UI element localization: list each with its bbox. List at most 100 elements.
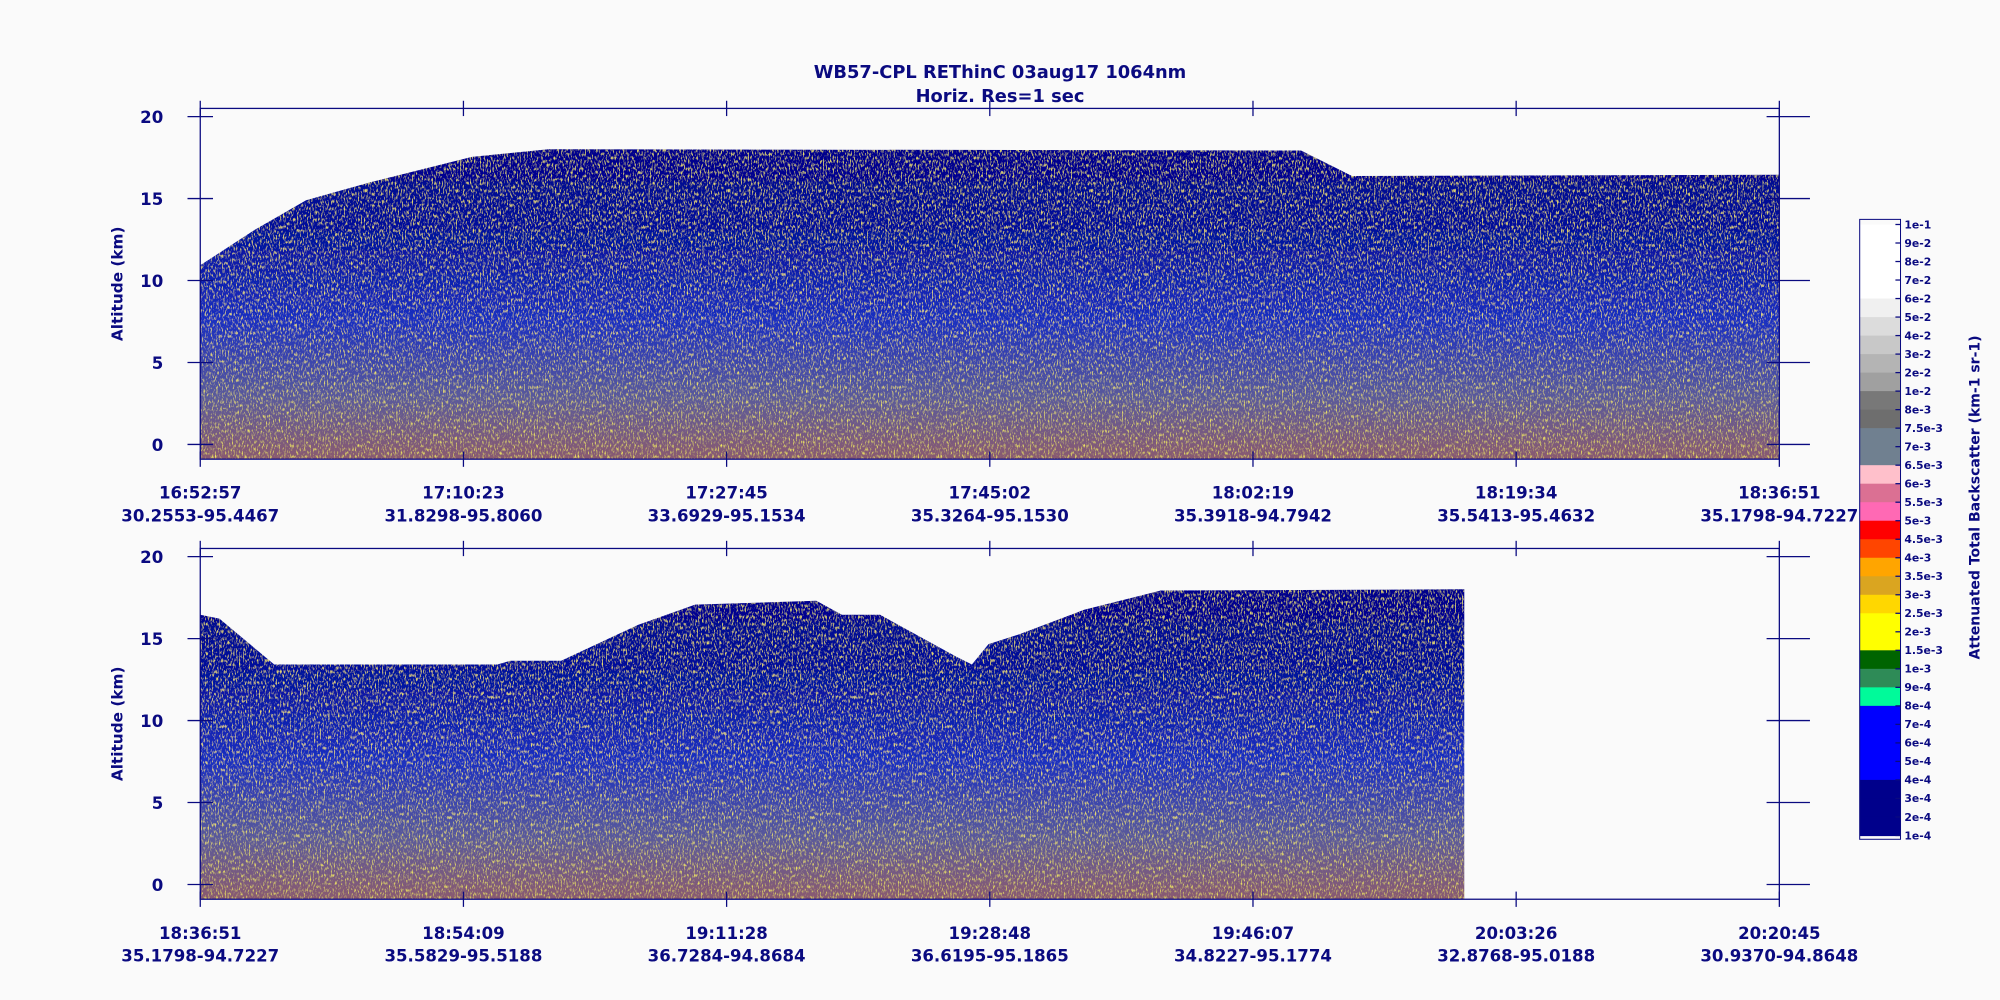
colorbar-tick-label: 2.5e-3: [1904, 607, 1943, 620]
colorbar-tick-label: 4e-2: [1904, 329, 1931, 342]
colorbar-band: [1859, 502, 1901, 522]
colorbar-band: [1859, 335, 1901, 355]
colorbar-tick-label: 3e-2: [1904, 348, 1931, 361]
colorbar-tick-label: 9e-2: [1904, 237, 1931, 250]
colorbar-band: [1859, 428, 1901, 448]
colorbar-band: [1859, 465, 1901, 485]
x-tick-label: 20:20:45: [1738, 924, 1820, 943]
colorbar-band: [1859, 409, 1901, 429]
colorbar-frame: [1859, 218, 1902, 840]
colorbar-band: [1859, 594, 1901, 614]
colorbar-band: [1859, 261, 1901, 281]
colorbar-tick-label: 1e-3: [1904, 663, 1931, 676]
x-tick-label: 17:10:23: [422, 484, 504, 503]
y-tick-label: 0: [152, 876, 164, 895]
colorbar-tick-label: 7.5e-3: [1904, 422, 1943, 435]
x-tick-label: 35.3918-94.7942: [1174, 507, 1332, 526]
x-tick-label: 19:28:48: [949, 924, 1031, 943]
colorbar-tick-label: 6e-3: [1904, 478, 1931, 491]
x-tick-label: 36.6195-95.1865: [911, 947, 1069, 966]
colorbar-band: [1859, 631, 1901, 651]
colorbar-tick-label: 7e-3: [1904, 440, 1931, 453]
y-tick-label: 5: [152, 794, 164, 813]
colorbar-band: [1859, 650, 1901, 670]
colorbar-tick-label: 4.5e-3: [1904, 533, 1943, 546]
y-tick-label: 15: [140, 190, 163, 209]
x-tick-label: 17:45:02: [949, 484, 1031, 503]
y-tick-label: 0: [152, 436, 164, 455]
x-tick-label: 36.7284-94.8684: [648, 947, 806, 966]
y-tick-label: 10: [140, 712, 163, 731]
x-tick-label: 31.8298-95.8060: [384, 507, 542, 526]
y-tick-label: 10: [140, 272, 163, 291]
colorbar-label: Attenuated Total Backscatter (km-1 sr-1): [1968, 335, 1984, 659]
x-tick-label: 16:52:57: [159, 484, 241, 503]
colorbar-tick-label: 8e-3: [1904, 403, 1931, 416]
y-axis-label: Altitude (km): [108, 227, 126, 342]
colorbar-band: [1859, 391, 1901, 411]
chart-subtitle: Horiz. Res=1 sec: [916, 86, 1085, 107]
colorbar-tick-label: 2e-4: [1904, 811, 1931, 824]
colorbar-tick-label: 1.5e-3: [1904, 644, 1943, 657]
y-tick-label: 5: [152, 354, 164, 373]
x-tick-label: 35.1798-94.7227: [121, 947, 279, 966]
colorbar-band: [1859, 372, 1901, 392]
x-tick-label: 35.5413-95.4632: [1437, 507, 1595, 526]
colorbar-tick-label: 1e-4: [1904, 829, 1931, 842]
colorbar-band: [1859, 724, 1901, 744]
colorbar-band: [1859, 280, 1901, 300]
x-tick-label: 34.8227-95.1774: [1174, 947, 1332, 966]
colorbar-tick-label: 6.5e-3: [1904, 459, 1943, 472]
colorbar-band: [1859, 742, 1901, 763]
colorbar-band: [1859, 705, 1901, 726]
x-tick-label: 30.9370-94.8648: [1700, 947, 1858, 966]
colorbar-tick-label: 9e-4: [1904, 681, 1931, 694]
curtain: [200, 149, 1780, 460]
colorbar-tick-label: 1e-2: [1904, 385, 1931, 398]
y-tick-label: 20: [140, 548, 163, 567]
colorbar-band: [1859, 687, 1901, 707]
colorbar-tick-label: 8e-4: [1904, 700, 1931, 713]
colorbar-band: [1859, 298, 1901, 318]
x-tick-label: 18:36:51: [1738, 484, 1820, 503]
colorbar-tick-label: 2e-2: [1904, 366, 1931, 379]
x-tick-label: 19:46:07: [1212, 924, 1294, 943]
colorbar-tick-label: 1e-1: [1904, 218, 1931, 231]
colorbar-band: [1859, 557, 1901, 577]
colorbar-band: [1859, 243, 1901, 263]
x-tick-label: 19:11:28: [685, 924, 767, 943]
colorbar-tick-label: 4e-4: [1904, 774, 1931, 787]
chart-title: WB57-CPL REThinC 03aug17 1064nm: [814, 62, 1187, 83]
x-tick-label: 35.3264-95.1530: [911, 507, 1069, 526]
x-tick-label: 20:03:26: [1475, 924, 1557, 943]
colorbar-band: [1859, 798, 1901, 818]
colorbar-tick-label: 6e-4: [1904, 737, 1931, 750]
colorbar-tick-label: 6e-2: [1904, 292, 1931, 305]
y-tick-label: 20: [140, 108, 163, 127]
y-axis-label: Altitude (km): [108, 667, 126, 782]
x-tick-label: 30.2553-95.4467: [121, 507, 279, 526]
colorbar-tick-label: 5.5e-3: [1904, 496, 1943, 509]
x-tick-label: 18:54:09: [422, 924, 504, 943]
colorbar-band: [1859, 539, 1901, 559]
colorbar-band: [1859, 224, 1901, 244]
x-tick-label: 18:02:19: [1212, 484, 1294, 503]
colorbar-tick-label: 8e-2: [1904, 255, 1931, 268]
curtain: [200, 589, 1465, 900]
colorbar-band: [1859, 761, 1901, 781]
colorbar-tick-label: 2e-3: [1904, 626, 1931, 639]
colorbar-band: [1859, 354, 1901, 374]
colorbar-tick-label: 7e-4: [1904, 718, 1931, 731]
colorbar-tick-label: 5e-3: [1904, 515, 1931, 528]
colorbar-tick-label: 5e-2: [1904, 311, 1931, 324]
y-tick-label: 15: [140, 630, 163, 649]
colorbar-tick-label: 3.5e-3: [1904, 570, 1943, 583]
x-tick-label: 18:19:34: [1475, 484, 1557, 503]
colorbar-tick-label: 7e-2: [1904, 274, 1931, 287]
colorbar-band: [1859, 483, 1901, 503]
colorbar-tick-label: 3e-4: [1904, 792, 1931, 805]
x-tick-label: 35.5829-95.5188: [384, 947, 542, 966]
colorbar-band: [1859, 446, 1901, 466]
